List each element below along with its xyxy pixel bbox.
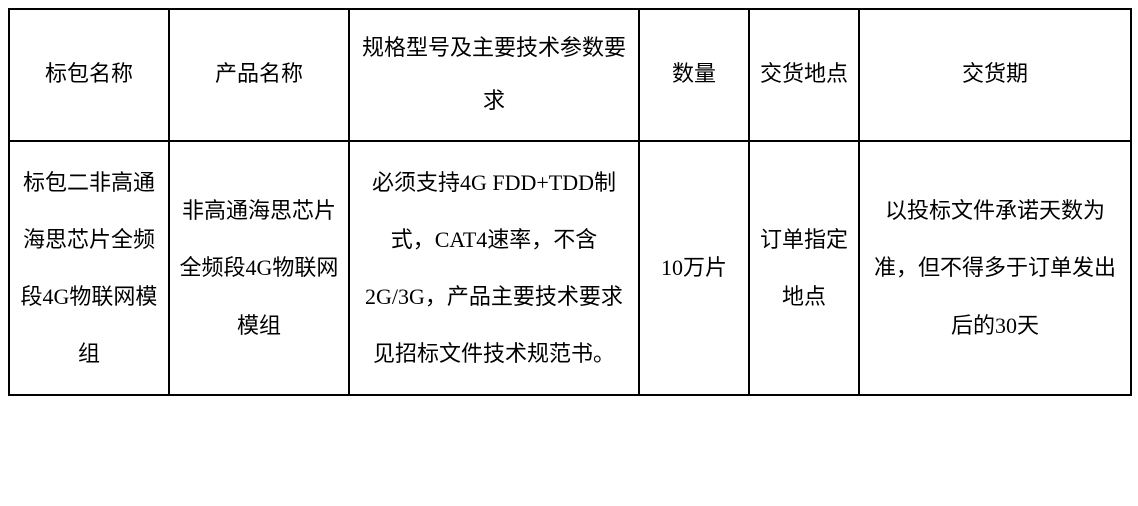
table-row: 标包二非高通海思芯片全频段4G物联网模组 非高通海思芯片全频段4G物联网模组 必… — [9, 141, 1131, 396]
header-row: 标包名称 产品名称 规格型号及主要技术参数要求 数量 交货地点 交货期 — [9, 9, 1131, 141]
header-package-name: 标包名称 — [9, 9, 169, 141]
header-delivery-period: 交货期 — [859, 9, 1131, 141]
table-header: 标包名称 产品名称 规格型号及主要技术参数要求 数量 交货地点 交货期 — [9, 9, 1131, 141]
cell-quantity: 10万片 — [639, 141, 749, 396]
cell-delivery-period: 以投标文件承诺天数为准，但不得多于订单发出后的30天 — [859, 141, 1131, 396]
header-delivery-location: 交货地点 — [749, 9, 859, 141]
cell-delivery-location: 订单指定地点 — [749, 141, 859, 396]
header-product-name: 产品名称 — [169, 9, 349, 141]
cell-spec: 必须支持4G FDD+TDD制式，CAT4速率，不含2G/3G，产品主要技术要求… — [349, 141, 639, 396]
table-container: 标包名称 产品名称 规格型号及主要技术参数要求 数量 交货地点 交货期 标包二非… — [8, 8, 1130, 396]
table-body: 标包二非高通海思芯片全频段4G物联网模组 非高通海思芯片全频段4G物联网模组 必… — [9, 141, 1131, 396]
cell-product-name: 非高通海思芯片全频段4G物联网模组 — [169, 141, 349, 396]
header-spec: 规格型号及主要技术参数要求 — [349, 9, 639, 141]
cell-package-name: 标包二非高通海思芯片全频段4G物联网模组 — [9, 141, 169, 396]
header-quantity: 数量 — [639, 9, 749, 141]
procurement-table: 标包名称 产品名称 规格型号及主要技术参数要求 数量 交货地点 交货期 标包二非… — [8, 8, 1132, 396]
